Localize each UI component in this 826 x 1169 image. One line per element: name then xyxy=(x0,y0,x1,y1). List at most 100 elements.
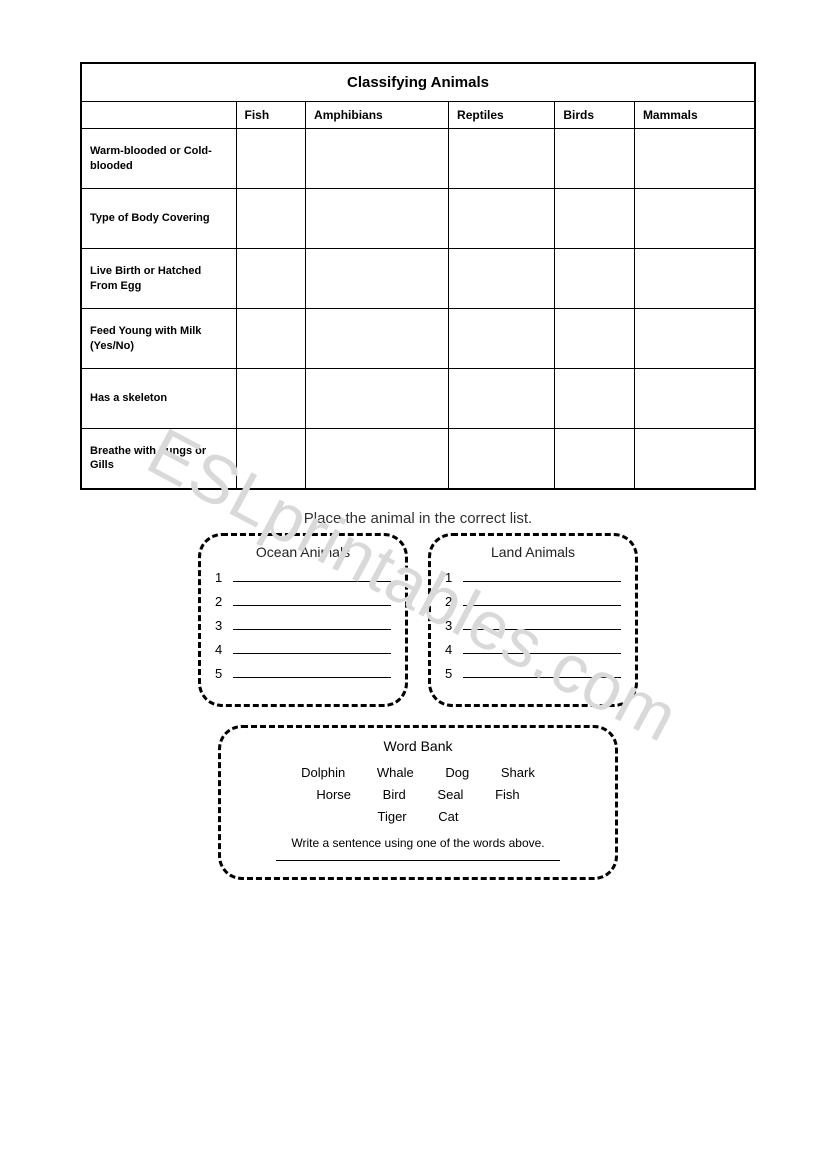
cell[interactable] xyxy=(449,189,555,249)
blank-line[interactable]: 1 xyxy=(445,570,621,585)
write-line xyxy=(233,605,391,606)
col-fish: Fish xyxy=(236,102,306,129)
word: Shark xyxy=(501,762,535,784)
line-number: 4 xyxy=(215,642,231,657)
blank-line[interactable]: 1 xyxy=(215,570,391,585)
table-row: Breathe with Lungs or Gills xyxy=(81,429,755,489)
line-number: 1 xyxy=(215,570,231,585)
cell[interactable] xyxy=(236,189,306,249)
cell[interactable] xyxy=(306,369,449,429)
cell[interactable] xyxy=(236,129,306,189)
table-row: Type of Body Covering xyxy=(81,189,755,249)
activity-instruction: Place the animal in the correct list. xyxy=(183,510,653,527)
word: Whale xyxy=(377,762,414,784)
cell[interactable] xyxy=(555,189,635,249)
write-line xyxy=(233,653,391,654)
line-number: 3 xyxy=(445,618,461,633)
write-line xyxy=(463,629,621,630)
cell[interactable] xyxy=(555,429,635,489)
col-amphibians: Amphibians xyxy=(306,102,449,129)
word-bank-instruction: Write a sentence using one of the words … xyxy=(241,836,595,850)
blank-line[interactable]: 4 xyxy=(445,642,621,657)
col-birds: Birds xyxy=(555,102,635,129)
word: Cat xyxy=(438,806,458,828)
table-row: Has a skeleton xyxy=(81,369,755,429)
cell[interactable] xyxy=(236,309,306,369)
col-reptiles: Reptiles xyxy=(449,102,555,129)
cell[interactable] xyxy=(306,189,449,249)
line-number: 2 xyxy=(215,594,231,609)
blank-line[interactable]: 3 xyxy=(445,618,621,633)
word-bank-words: Dolphin Whale Dog Shark Horse Bird Seal … xyxy=(241,762,595,828)
word: Dog xyxy=(445,762,469,784)
word: Tiger xyxy=(378,806,407,828)
sentence-line[interactable] xyxy=(276,860,559,861)
blank-line[interactable]: 5 xyxy=(445,666,621,681)
word: Dolphin xyxy=(301,762,345,784)
write-line xyxy=(463,677,621,678)
word: Fish xyxy=(495,784,520,806)
cell[interactable] xyxy=(555,129,635,189)
cell[interactable] xyxy=(236,249,306,309)
word: Bird xyxy=(383,784,406,806)
cell[interactable] xyxy=(236,429,306,489)
cell[interactable] xyxy=(306,429,449,489)
write-line xyxy=(233,677,391,678)
write-line xyxy=(463,605,621,606)
word-bank-box: Word Bank Dolphin Whale Dog Shark Horse … xyxy=(218,725,618,880)
cell[interactable] xyxy=(449,129,555,189)
word: Seal xyxy=(437,784,463,806)
cell[interactable] xyxy=(306,309,449,369)
cell[interactable] xyxy=(555,309,635,369)
line-number: 5 xyxy=(445,666,461,681)
table-row: Feed Young with Milk (Yes/No) xyxy=(81,309,755,369)
cell[interactable] xyxy=(634,429,755,489)
write-line xyxy=(463,653,621,654)
cell[interactable] xyxy=(634,189,755,249)
land-animals-box: Land Animals 1 2 3 4 5 xyxy=(428,533,638,707)
cell[interactable] xyxy=(306,249,449,309)
line-number: 1 xyxy=(445,570,461,585)
cell[interactable] xyxy=(634,309,755,369)
cell[interactable] xyxy=(555,249,635,309)
box-title: Land Animals xyxy=(445,544,621,560)
classifying-table: Classifying Animals Fish Amphibians Rept… xyxy=(80,62,756,490)
word-bank-title: Word Bank xyxy=(241,738,595,754)
cell[interactable] xyxy=(634,249,755,309)
row-label: Live Birth or Hatched From Egg xyxy=(81,249,236,309)
blank-line[interactable]: 2 xyxy=(215,594,391,609)
blank-line[interactable]: 3 xyxy=(215,618,391,633)
write-line xyxy=(463,581,621,582)
line-number: 2 xyxy=(445,594,461,609)
worksheet-page: Classifying Animals Fish Amphibians Rept… xyxy=(0,0,826,920)
ocean-animals-box: Ocean Animals 1 2 3 4 5 xyxy=(198,533,408,707)
col-blank xyxy=(81,102,236,129)
cell[interactable] xyxy=(306,129,449,189)
line-number: 3 xyxy=(215,618,231,633)
col-mammals: Mammals xyxy=(634,102,755,129)
cell[interactable] xyxy=(634,369,755,429)
blank-line[interactable]: 2 xyxy=(445,594,621,609)
box-title: Ocean Animals xyxy=(215,544,391,560)
cell[interactable] xyxy=(555,369,635,429)
cell[interactable] xyxy=(634,129,755,189)
row-label: Breathe with Lungs or Gills xyxy=(81,429,236,489)
cell[interactable] xyxy=(236,369,306,429)
table-title: Classifying Animals xyxy=(81,63,755,102)
cell[interactable] xyxy=(449,309,555,369)
cell[interactable] xyxy=(449,369,555,429)
row-label: Has a skeleton xyxy=(81,369,236,429)
row-label: Feed Young with Milk (Yes/No) xyxy=(81,309,236,369)
line-number: 5 xyxy=(215,666,231,681)
activity-section: Place the animal in the correct list. Oc… xyxy=(183,510,653,880)
blank-line[interactable]: 5 xyxy=(215,666,391,681)
cell[interactable] xyxy=(449,429,555,489)
cell[interactable] xyxy=(449,249,555,309)
write-line xyxy=(233,581,391,582)
word: Horse xyxy=(316,784,351,806)
header-row: Fish Amphibians Reptiles Birds Mammals xyxy=(81,102,755,129)
table-row: Live Birth or Hatched From Egg xyxy=(81,249,755,309)
table-row: Warm-blooded or Cold-blooded xyxy=(81,129,755,189)
blank-line[interactable]: 4 xyxy=(215,642,391,657)
row-label: Warm-blooded or Cold-blooded xyxy=(81,129,236,189)
